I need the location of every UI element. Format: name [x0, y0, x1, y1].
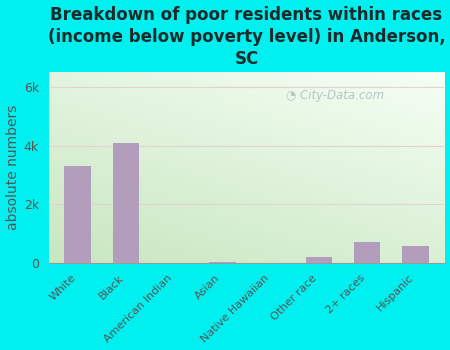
Text: ◔ City-Data.com: ◔ City-Data.com: [286, 89, 384, 102]
Bar: [64, 166, 91, 263]
Bar: [354, 243, 381, 263]
Title: Breakdown of poor residents within races
(income below poverty level) in Anderso: Breakdown of poor residents within races…: [48, 6, 446, 68]
Bar: [402, 246, 429, 263]
Y-axis label: absolute numbers: absolute numbers: [5, 105, 19, 230]
Bar: [306, 257, 332, 263]
Bar: [112, 143, 139, 263]
Bar: [209, 262, 236, 263]
